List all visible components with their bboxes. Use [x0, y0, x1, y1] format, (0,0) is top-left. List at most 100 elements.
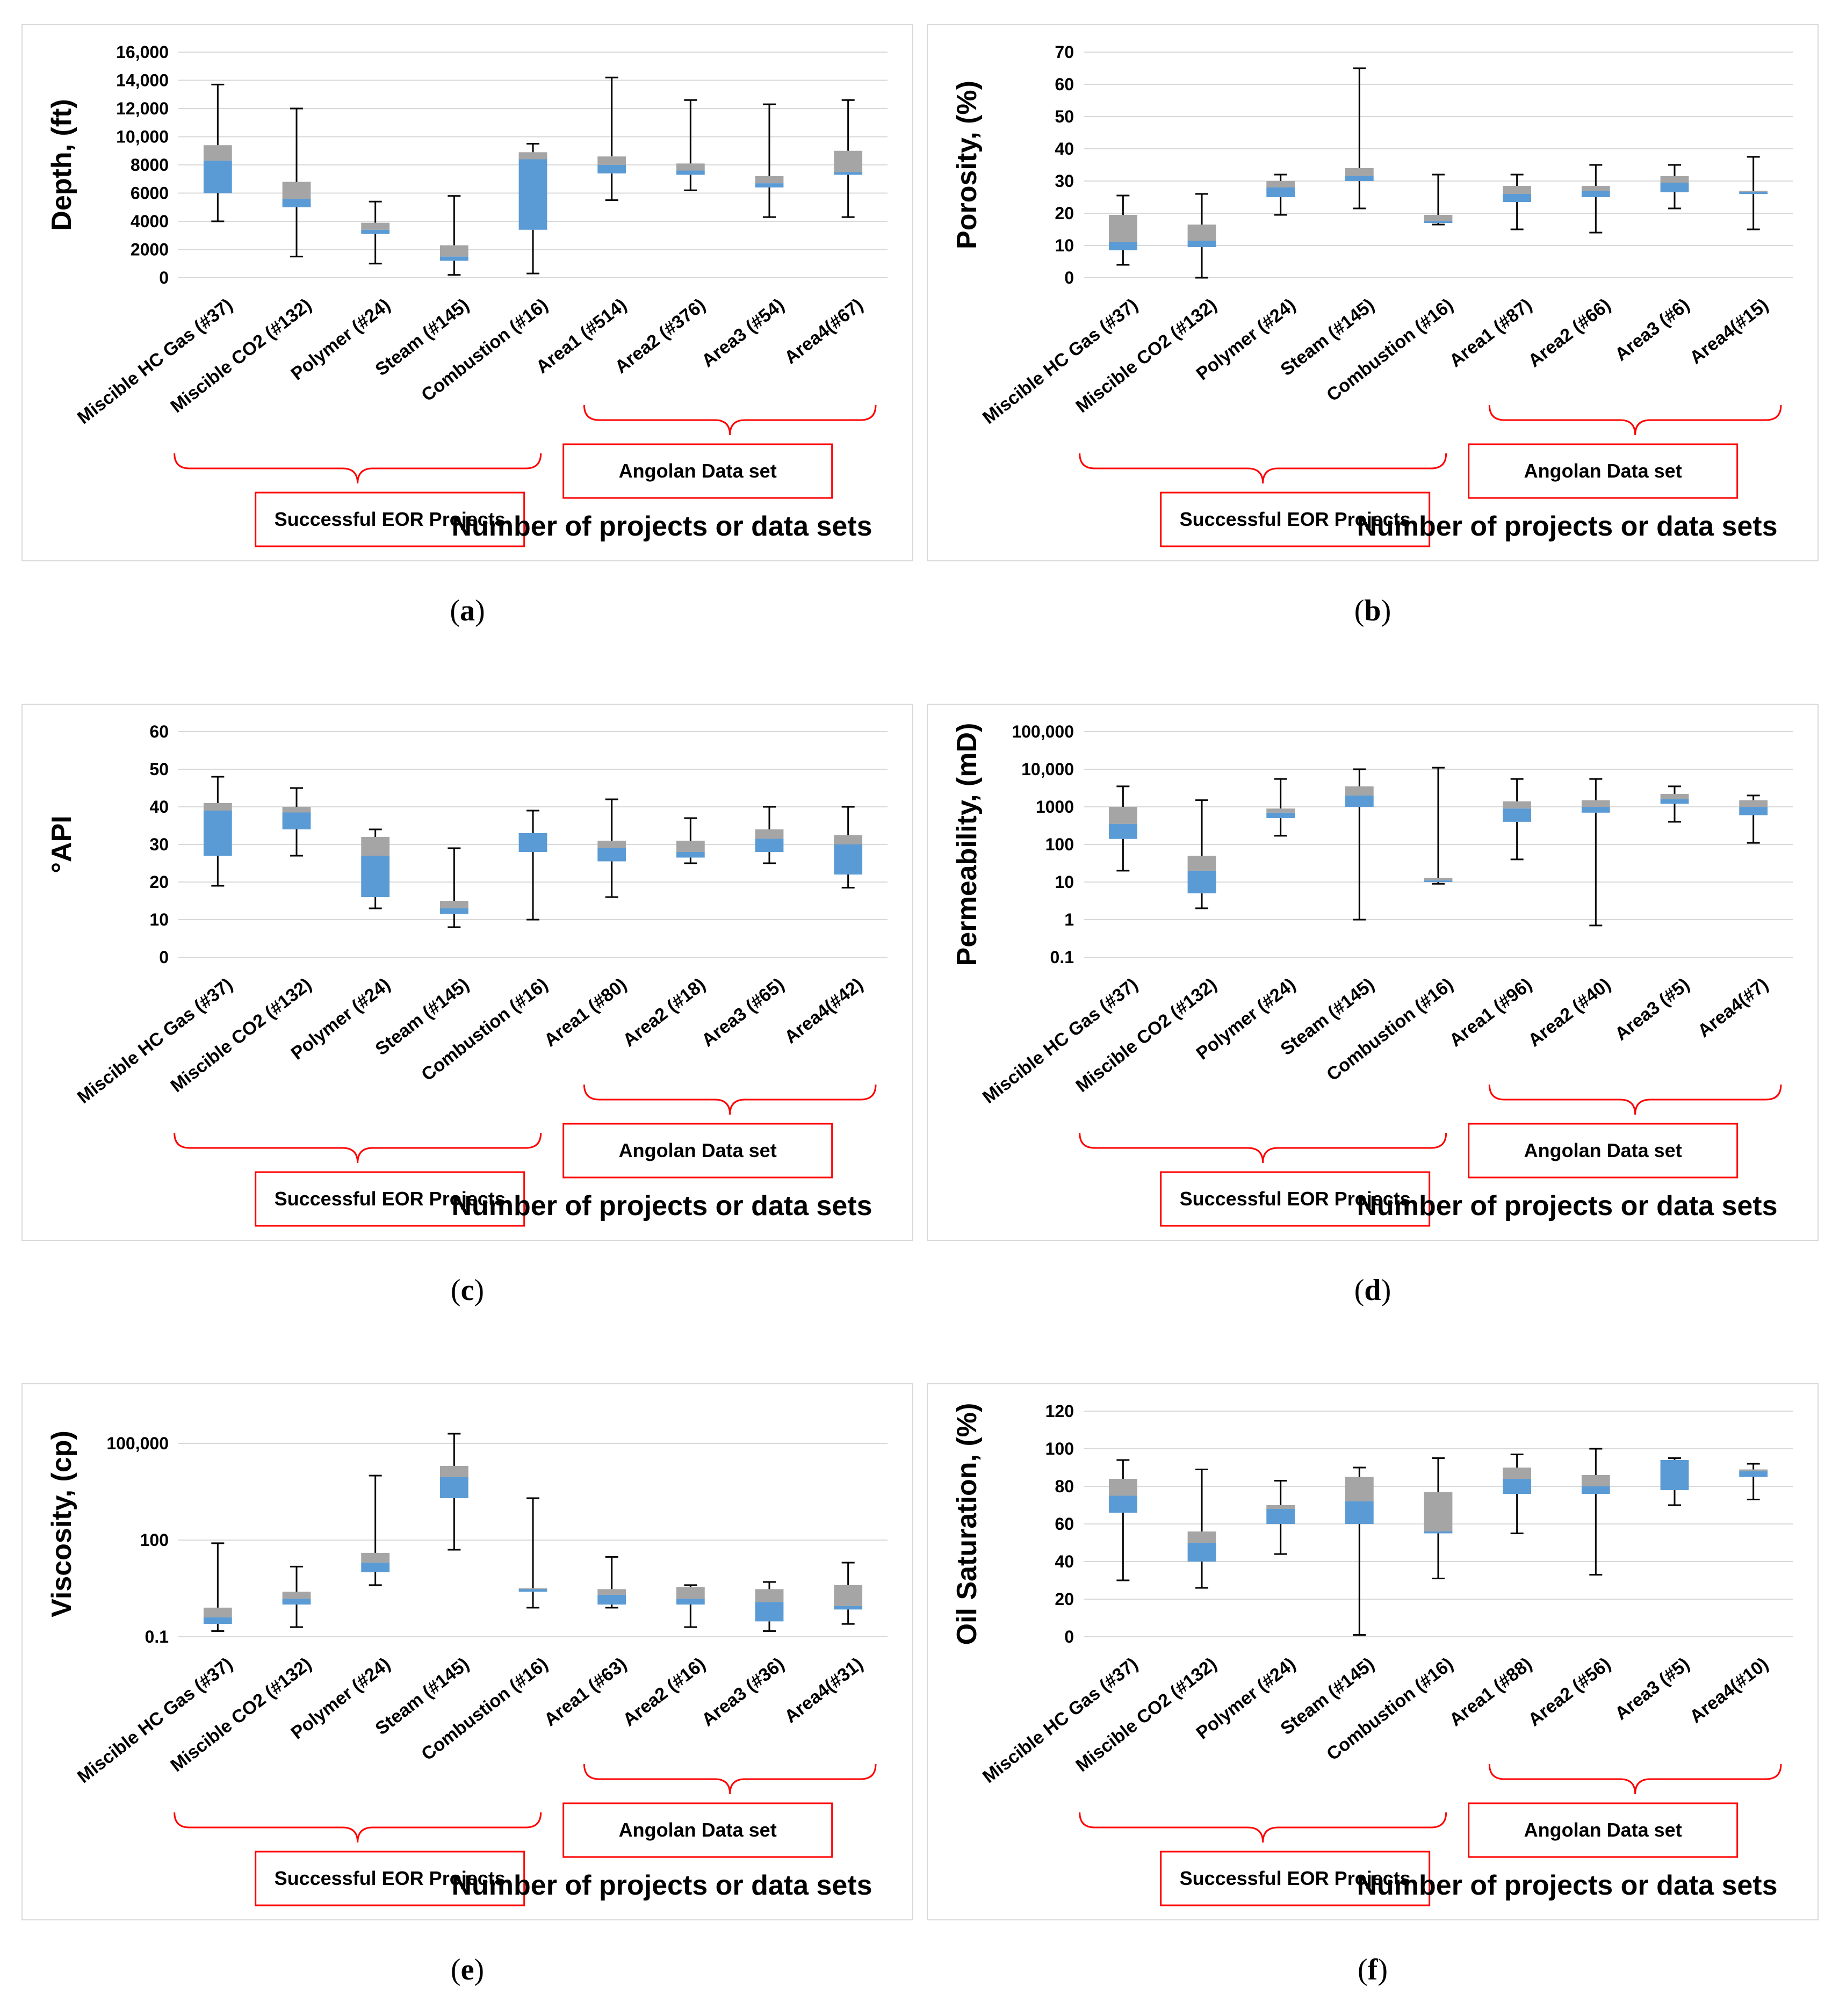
- box-lower-segment: [518, 159, 547, 230]
- y-tick-label: 60: [1055, 1514, 1074, 1534]
- box-lower-segment: [361, 856, 390, 897]
- box-lower-segment: [1108, 1495, 1137, 1513]
- category-label: Area2 (#66): [1524, 294, 1614, 371]
- y-tick-label: 100,000: [106, 1434, 169, 1453]
- y-tick-label: 80: [1055, 1477, 1074, 1496]
- group-label-angolan: Angolan Data set: [1524, 1819, 1682, 1841]
- group-box-angolan: [1468, 1802, 1739, 1858]
- y-axis-label: Depth, (ft): [46, 99, 77, 230]
- category-label: Area3 (#5): [1611, 1653, 1693, 1724]
- box-upper-segment: [1424, 215, 1453, 221]
- y-tick-label: 20: [1055, 204, 1074, 223]
- box-lower-segment: [1266, 1509, 1295, 1524]
- y-tick-label: 120: [1045, 1401, 1074, 1421]
- category-label: Miscible HC Gas (#37): [74, 974, 236, 1108]
- box-upper-segment: [361, 1552, 390, 1563]
- box-upper-segment: [1739, 1469, 1768, 1471]
- bracket-angolan: [1488, 404, 1782, 436]
- box-upper-segment: [1503, 801, 1532, 809]
- box-lower-segment: [1660, 183, 1689, 192]
- bracket-eor: [1079, 1812, 1447, 1843]
- chart-e-svg: 0.1 100 100,000 Viscosity, (cp) Miscible HC …: [46, 1430, 888, 1906]
- box-upper-segment: [676, 841, 705, 852]
- y-tick-label: 60: [149, 722, 169, 741]
- category-label: Area1 (#80): [540, 974, 631, 1051]
- chart-panel-a: 0 2000 4000 6000 8000 10,000 12,000 14,000 16,00…: [21, 24, 913, 561]
- group-box-angolan: [562, 1802, 833, 1858]
- caption-d: (d): [1354, 1274, 1391, 1307]
- box-lower-segment: [1424, 221, 1453, 223]
- caption-a: (a): [450, 594, 485, 627]
- y-axis-label: Oil Saturation, (%): [951, 1403, 983, 1645]
- box-upper-segment: [1581, 800, 1610, 807]
- box-upper-segment: [1266, 808, 1295, 813]
- box-lower-segment: [439, 1477, 468, 1498]
- category-label: Area1 (#63): [540, 1653, 631, 1730]
- group-label-angolan: Angolan Data set: [1524, 1139, 1682, 1161]
- box-upper-segment: [676, 163, 705, 171]
- category-label: Area2 (#40): [1524, 974, 1614, 1051]
- group-box-eor: [255, 1171, 525, 1227]
- chart-panel-d: 0.1 1 10 100 1000 10,000 100,000 Permeability, …: [927, 704, 1819, 1241]
- category-label: Area4(#67): [781, 294, 867, 368]
- y-tick-label: 60: [1055, 75, 1074, 94]
- box-upper-segment: [1345, 786, 1374, 796]
- y-tick-label: 4000: [131, 212, 169, 231]
- group-label-angolan: Angolan Data set: [1524, 460, 1682, 482]
- box-upper-segment: [1108, 215, 1137, 242]
- y-tick-label: 16,000: [116, 42, 169, 62]
- box-upper-segment: [1660, 176, 1689, 183]
- bracket-angolan: [583, 1084, 877, 1115]
- group-label-eor: Successful EOR Projects: [1180, 1867, 1411, 1889]
- chart-panel-c: 0 10 20 30 40 50 60 °API Miscible HC Gas (#37) Mi…: [21, 704, 913, 1241]
- category-label: Area3 (#5): [1611, 974, 1693, 1044]
- box-upper-segment: [361, 837, 390, 856]
- group-label-eor: Successful EOR Projects: [275, 1188, 506, 1210]
- y-tick-label: 2000: [131, 240, 169, 259]
- box-upper-segment: [755, 1589, 784, 1602]
- category-label: Combustion (#16): [1323, 974, 1457, 1085]
- y-axis-label: Permeability, (mD): [951, 723, 983, 966]
- category-label: Combustion (#16): [417, 1653, 552, 1765]
- box-lower-segment: [597, 848, 626, 862]
- bracket-angolan: [583, 404, 877, 436]
- box-lower-segment: [597, 165, 626, 174]
- box-upper-segment: [1266, 1505, 1295, 1509]
- box-upper-segment: [361, 222, 390, 230]
- category-label: Miscible CO2 (#132): [167, 974, 315, 1096]
- group-box-angolan: [562, 1123, 833, 1179]
- box-lower-segment: [439, 908, 468, 914]
- group-box-angolan: [562, 443, 833, 499]
- box-lower-segment: [755, 1602, 784, 1622]
- box-lower-segment: [1345, 1501, 1374, 1524]
- bracket-eor: [174, 1132, 542, 1164]
- box-upper-segment: [1108, 1479, 1137, 1496]
- group-box-eor: [1160, 1171, 1431, 1227]
- bracket-angolan: [1488, 1764, 1782, 1795]
- bracket-eor: [174, 453, 542, 484]
- box-upper-segment: [282, 1592, 311, 1599]
- category-label: Area4(#42): [781, 974, 867, 1047]
- box-lower-segment: [361, 1562, 390, 1572]
- group-label-eor: Successful EOR Projects: [1180, 508, 1411, 530]
- group-box-angolan: [1468, 1123, 1739, 1179]
- box-upper-segment: [282, 807, 311, 813]
- category-label: Miscible CO2 (#132): [1072, 974, 1221, 1096]
- box-lower-segment: [1266, 812, 1295, 819]
- box-upper-segment: [597, 1589, 626, 1595]
- box-upper-segment: [282, 182, 311, 199]
- box-upper-segment: [203, 803, 232, 811]
- box-upper-segment: [518, 1588, 547, 1589]
- category-label: Miscible HC Gas (#37): [74, 294, 236, 428]
- y-tick-label: 40: [149, 797, 169, 816]
- box-upper-segment: [439, 1465, 468, 1477]
- box-lower-segment: [1187, 870, 1216, 894]
- y-tick-label: 6000: [131, 184, 169, 203]
- box-upper-segment: [1187, 856, 1216, 871]
- box-upper-segment: [1581, 186, 1610, 191]
- box-lower-segment: [1345, 176, 1374, 181]
- box-upper-segment: [834, 1585, 863, 1606]
- box-upper-segment: [1345, 168, 1374, 176]
- box-upper-segment: [1424, 1492, 1453, 1531]
- bracket-eor: [1079, 1132, 1447, 1164]
